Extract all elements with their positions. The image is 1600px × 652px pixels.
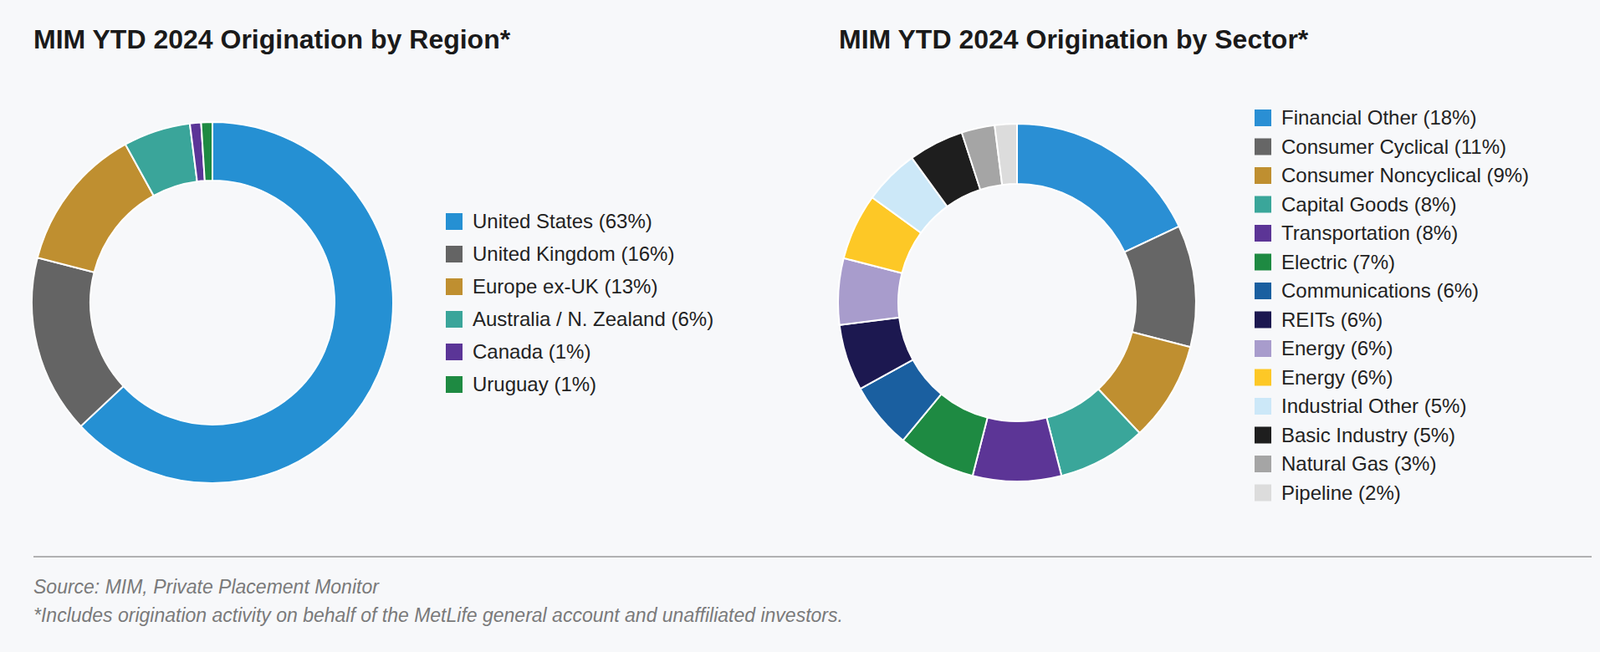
legend-label: Consumer Noncyclical (9%)	[1281, 163, 1529, 187]
legend-label: Pipeline (2%)	[1281, 481, 1401, 505]
legend-swatch	[445, 245, 463, 263]
slice	[994, 123, 1018, 185]
legend-label: United States (63%)	[472, 209, 653, 233]
divider	[33, 556, 1592, 558]
legend-label: Basic Industry (5%)	[1281, 424, 1456, 447]
legend-label: Capital Goods (8%)	[1281, 193, 1457, 216]
legend-swatch	[445, 376, 463, 394]
legend-swatch	[1254, 455, 1272, 473]
legend-swatch	[445, 278, 463, 296]
legend-swatch	[1254, 485, 1272, 502]
legend: United States (63%) United Kingdom (16%) E…	[445, 209, 714, 396]
slices	[838, 123, 1197, 482]
chart: MIM YTD 2024 Origination by Region* Unite…	[31, 24, 714, 484]
slice	[1046, 389, 1140, 477]
legend-swatch	[1254, 167, 1272, 185]
slice	[31, 257, 124, 427]
legend-label: Consumer Cyclical (11%)	[1281, 135, 1507, 159]
legend-swatch	[1254, 427, 1272, 445]
legend-label: Industrial Other (5%)	[1281, 394, 1467, 418]
title: MIM YTD 2024 Origination by Sector*	[838, 24, 1309, 55]
source: Source: MIM, Private Placement Monitor	[33, 576, 380, 599]
legend-label: Australia / N. Zealand (6%)	[472, 307, 714, 331]
legend-swatch	[1254, 138, 1272, 156]
legend-swatch	[1254, 196, 1272, 214]
legend-label: Europe ex-UK (13%)	[472, 275, 658, 298]
slice	[839, 317, 914, 389]
legend-swatch	[1254, 224, 1272, 242]
title: MIM YTD 2024 Origination by Region*	[33, 24, 512, 55]
legend-label: Energy (6%)	[1281, 337, 1393, 360]
legend-swatch	[1254, 311, 1272, 329]
legend-label: Transportation (8%)	[1281, 221, 1458, 245]
slices	[31, 122, 394, 484]
legend-label: Canada (1%)	[472, 340, 591, 363]
legend-swatch	[1254, 398, 1272, 415]
legend-swatch	[1254, 369, 1272, 387]
legend-label: Financial Other (18%)	[1281, 106, 1477, 129]
chart: MIM YTD 2024 Origination by Sector* Finan…	[838, 24, 1529, 505]
slice	[125, 123, 198, 196]
slice	[1017, 123, 1180, 253]
legend: Financial Other (18%) Consumer Cyclical (…	[1254, 106, 1529, 505]
canvas: MIM YTD 2024 Origination by Region* Unite…	[0, 0, 1600, 652]
legend-swatch	[445, 311, 463, 328]
legend-label: Communications (6%)	[1281, 279, 1479, 302]
legend-swatch	[445, 343, 463, 361]
legend-label: Electric (7%)	[1281, 250, 1396, 274]
legend-swatch	[1254, 340, 1272, 358]
footnote: *Includes origination activity on behalf…	[33, 604, 844, 627]
legend-label: United Kingdom (16%)	[472, 242, 675, 266]
legend-swatch	[1254, 254, 1272, 271]
legend-label: REITs (6%)	[1281, 308, 1383, 332]
legend-label: Natural Gas (3%)	[1281, 452, 1437, 476]
legend-swatch	[1254, 282, 1272, 300]
legend-label: Uruguay (1%)	[472, 373, 597, 396]
legend-swatch	[1254, 109, 1272, 127]
slice	[1124, 226, 1197, 348]
legend-label: Energy (6%)	[1281, 366, 1393, 389]
legend-swatch	[445, 213, 463, 231]
slice	[200, 122, 213, 181]
